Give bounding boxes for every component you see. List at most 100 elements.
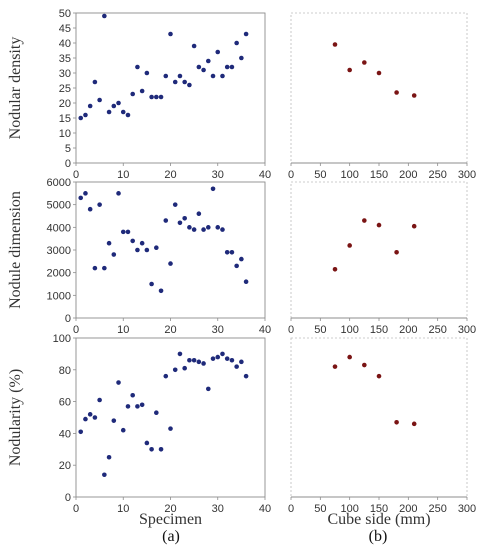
x-tick-label: 250	[428, 169, 446, 181]
data-point	[362, 60, 367, 65]
x-tick-label: 0	[73, 324, 79, 336]
data-point	[149, 447, 154, 452]
data-point	[210, 356, 216, 361]
panels-group: 0 5 10 15 20 25 30 35 40 45 50 0 10 20 30 40 Nodular den…	[7, 8, 476, 528]
x-tick-label: 150	[370, 324, 388, 336]
data-point	[125, 404, 131, 409]
x-tick-label: 250	[428, 324, 446, 336]
data-point	[206, 58, 211, 64]
data-point	[411, 223, 417, 229]
data-point	[144, 247, 150, 253]
data-point	[102, 472, 107, 478]
x-tick-label: 30	[212, 503, 224, 515]
x-tick-label: 20	[164, 169, 176, 181]
y-tick-label: 40	[59, 38, 71, 50]
x-tick-label: 30	[212, 324, 224, 336]
data-point	[210, 73, 216, 79]
data-point	[97, 97, 102, 103]
y-tick-label: 5000	[47, 200, 71, 212]
x-tick-label: 300	[458, 169, 476, 181]
data-point	[116, 100, 121, 106]
data-point	[187, 357, 192, 363]
data-point	[191, 227, 197, 232]
data-point	[243, 279, 249, 285]
x-tick-label: 10	[117, 169, 129, 181]
data-point	[154, 245, 159, 251]
data-point	[196, 211, 202, 217]
data-point	[177, 351, 183, 357]
x-tick-label: 10	[117, 324, 129, 336]
x-tick-label: 50	[314, 503, 326, 515]
data-point	[239, 55, 244, 61]
data-point	[172, 367, 178, 373]
data-point	[97, 202, 102, 207]
data-point	[172, 202, 178, 207]
data-point	[92, 79, 98, 85]
y-tick-label: 2000	[47, 268, 71, 280]
data-point	[220, 227, 225, 232]
data-point	[125, 112, 131, 118]
data-point	[83, 112, 88, 118]
x-tick-label: 0	[73, 503, 79, 515]
data-point	[201, 227, 206, 232]
data-point	[224, 249, 230, 255]
y-tick-label: 20	[59, 460, 71, 472]
y-axis-label: Nodularity (%)	[7, 369, 24, 466]
plot-frame	[75, 181, 266, 319]
data-point	[177, 220, 183, 226]
data-point	[97, 397, 102, 403]
data-point	[102, 265, 107, 271]
data-point	[224, 64, 230, 70]
data-point	[130, 392, 135, 398]
x-tick-label: 40	[259, 169, 271, 181]
data-point	[332, 42, 338, 47]
plot-frame	[290, 12, 468, 164]
data-point	[163, 373, 169, 379]
data-point	[234, 364, 239, 369]
x-tick-label: 200	[399, 503, 417, 515]
data-point	[182, 79, 187, 85]
data-point	[394, 249, 399, 255]
x-tick-label: 10	[117, 503, 129, 515]
data-point	[196, 64, 202, 70]
y-tick-label: 50	[59, 8, 71, 20]
data-point	[376, 222, 382, 228]
data-point	[177, 73, 183, 79]
panel-nodularity_cube: 0 50 100 150 200 250 300 Cube side (mm)	[288, 337, 476, 528]
data-point	[154, 410, 159, 416]
panel-label-b: (b)	[369, 528, 388, 545]
y-tick-label: 100	[53, 333, 71, 345]
data-point	[168, 261, 173, 266]
data-point	[120, 109, 126, 115]
data-point	[201, 361, 206, 366]
data-point	[182, 215, 187, 221]
panel-dimension_cube: 0 50 100 150 200 250 300	[288, 181, 476, 336]
data-point	[411, 93, 417, 98]
panel-label-a: (a)	[162, 528, 180, 545]
data-point	[220, 73, 225, 79]
y-tick-label: 0	[65, 313, 71, 325]
y-tick-label: 3000	[47, 245, 71, 257]
data-point	[191, 357, 197, 363]
data-point	[139, 402, 145, 408]
data-point	[111, 103, 117, 109]
y-tick-label: 4000	[47, 222, 71, 234]
y-tick-label: 6000	[47, 177, 71, 189]
data-point	[215, 225, 221, 230]
x-tick-label: 150	[370, 169, 388, 181]
data-point	[168, 426, 173, 431]
data-point	[234, 40, 239, 46]
x-tick-label: 50	[314, 324, 326, 336]
data-point	[234, 263, 239, 269]
data-point	[139, 88, 145, 94]
data-point	[92, 415, 98, 420]
y-tick-label: 0	[65, 492, 71, 504]
y-tick-label: 45	[59, 23, 71, 35]
data-point	[78, 115, 84, 121]
data-point	[210, 186, 216, 192]
x-tick-label: 0	[73, 169, 79, 181]
data-point	[154, 94, 159, 100]
x-tick-label: 20	[164, 324, 176, 336]
x-tick-label: 30	[212, 169, 224, 181]
data-point	[187, 82, 192, 88]
